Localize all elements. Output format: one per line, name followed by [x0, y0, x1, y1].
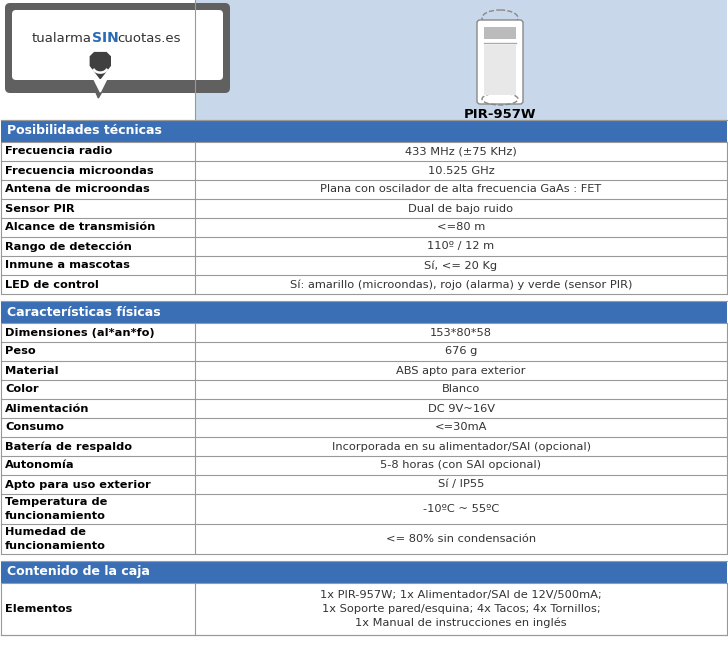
- Text: Plana con oscilador de alta frecuencia GaAs : FET: Plana con oscilador de alta frecuencia G…: [320, 185, 601, 195]
- Bar: [1, 161, 727, 180]
- Bar: [1, 456, 727, 475]
- Text: Frecuencia microondas: Frecuencia microondas: [5, 165, 154, 175]
- Bar: [1, 561, 727, 583]
- Text: ABS apto para exterior: ABS apto para exterior: [396, 365, 526, 376]
- Text: Sensor PIR: Sensor PIR: [5, 203, 75, 214]
- Text: Dimensiones (al*an*fo): Dimensiones (al*an*fo): [5, 327, 154, 337]
- Text: Antena de microondas: Antena de microondas: [5, 185, 150, 195]
- Bar: [1, 342, 727, 361]
- Text: <=30mA: <=30mA: [435, 422, 487, 432]
- Text: 433 MHz (±75 KHz): 433 MHz (±75 KHz): [405, 147, 517, 157]
- Text: -10ºC ~ 55ºC: -10ºC ~ 55ºC: [423, 504, 499, 514]
- Text: Alcance de transmisión: Alcance de transmisión: [5, 222, 155, 232]
- FancyBboxPatch shape: [12, 10, 223, 80]
- Bar: [1, 583, 727, 635]
- Bar: [1, 418, 727, 437]
- Text: tualarma: tualarma: [32, 32, 92, 45]
- Text: LED de control: LED de control: [5, 280, 99, 290]
- Text: 676 g: 676 g: [445, 347, 477, 357]
- Text: Sí / IP55: Sí / IP55: [438, 479, 484, 489]
- Text: Alimentación: Alimentación: [5, 404, 90, 414]
- Bar: [1, 180, 727, 199]
- Bar: [1, 361, 727, 380]
- Text: DC 9V~16V: DC 9V~16V: [427, 404, 494, 414]
- Text: Incorporada en su alimentador/SAI (opcional): Incorporada en su alimentador/SAI (opcio…: [331, 442, 590, 452]
- Text: <= 80% sin condensación: <= 80% sin condensación: [386, 534, 536, 544]
- FancyBboxPatch shape: [5, 3, 230, 93]
- Text: Sí, <= 20 Kg: Sí, <= 20 Kg: [424, 260, 497, 271]
- Text: Inmune a mascotas: Inmune a mascotas: [5, 260, 130, 270]
- Polygon shape: [90, 52, 111, 78]
- FancyBboxPatch shape: [477, 20, 523, 104]
- Text: Contenido de la caja: Contenido de la caja: [7, 566, 150, 578]
- Text: cuotas.es: cuotas.es: [118, 32, 181, 45]
- Bar: [1, 0, 727, 120]
- Bar: [1, 120, 727, 142]
- Text: Dual de bajo ruido: Dual de bajo ruido: [408, 203, 513, 214]
- Text: Humedad de
funcionamiento: Humedad de funcionamiento: [5, 527, 106, 550]
- Text: 153*80*58: 153*80*58: [430, 327, 492, 337]
- Text: Peso: Peso: [5, 347, 36, 357]
- Text: Blanco: Blanco: [442, 384, 480, 394]
- Bar: [1, 237, 727, 256]
- Text: Apto para uso exterior: Apto para uso exterior: [5, 479, 151, 489]
- Bar: [1, 275, 727, 294]
- Bar: [484, 45, 516, 95]
- Text: <=80 m: <=80 m: [437, 222, 485, 232]
- Polygon shape: [88, 74, 112, 98]
- Bar: [1, 494, 727, 524]
- Bar: [1, 437, 727, 456]
- Text: Material: Material: [5, 365, 59, 376]
- Bar: [1, 399, 727, 418]
- Polygon shape: [92, 76, 108, 92]
- Bar: [1, 524, 727, 554]
- Text: Elementos: Elementos: [5, 604, 72, 614]
- Bar: [1, 301, 727, 323]
- Text: Características físicas: Características físicas: [7, 305, 161, 319]
- Bar: [1, 0, 195, 120]
- Text: Frecuencia radio: Frecuencia radio: [5, 147, 112, 157]
- Text: Autonomía: Autonomía: [5, 461, 75, 471]
- Bar: [1, 142, 727, 161]
- Text: PIR-957W: PIR-957W: [464, 108, 537, 121]
- Text: 5-8 horas (con SAI opcional): 5-8 horas (con SAI opcional): [381, 461, 542, 471]
- Bar: [1, 199, 727, 218]
- Bar: [1, 218, 727, 237]
- Text: Posibilidades técnicas: Posibilidades técnicas: [7, 125, 162, 137]
- Bar: [1, 256, 727, 275]
- Text: SIN: SIN: [92, 31, 119, 45]
- Text: Rango de detección: Rango de detección: [5, 241, 132, 252]
- Text: Consumo: Consumo: [5, 422, 64, 432]
- Text: 10.525 GHz: 10.525 GHz: [427, 165, 494, 175]
- Bar: [1, 475, 727, 494]
- Text: Batería de respaldo: Batería de respaldo: [5, 442, 132, 452]
- Text: 1x PIR-957W; 1x Alimentador/SAI de 12V/500mA;
1x Soporte pared/esquina; 4x Tacos: 1x PIR-957W; 1x Alimentador/SAI de 12V/5…: [320, 590, 602, 627]
- Bar: [1, 323, 727, 342]
- Text: Sí: amarillo (microondas), rojo (alarma) y verde (sensor PIR): Sí: amarillo (microondas), rojo (alarma)…: [290, 280, 632, 290]
- Bar: [484, 27, 516, 39]
- Text: Color: Color: [5, 384, 39, 394]
- Text: 110º / 12 m: 110º / 12 m: [427, 242, 494, 252]
- Text: Temperatura de
funcionamiento: Temperatura de funcionamiento: [5, 497, 107, 521]
- Bar: [1, 380, 727, 399]
